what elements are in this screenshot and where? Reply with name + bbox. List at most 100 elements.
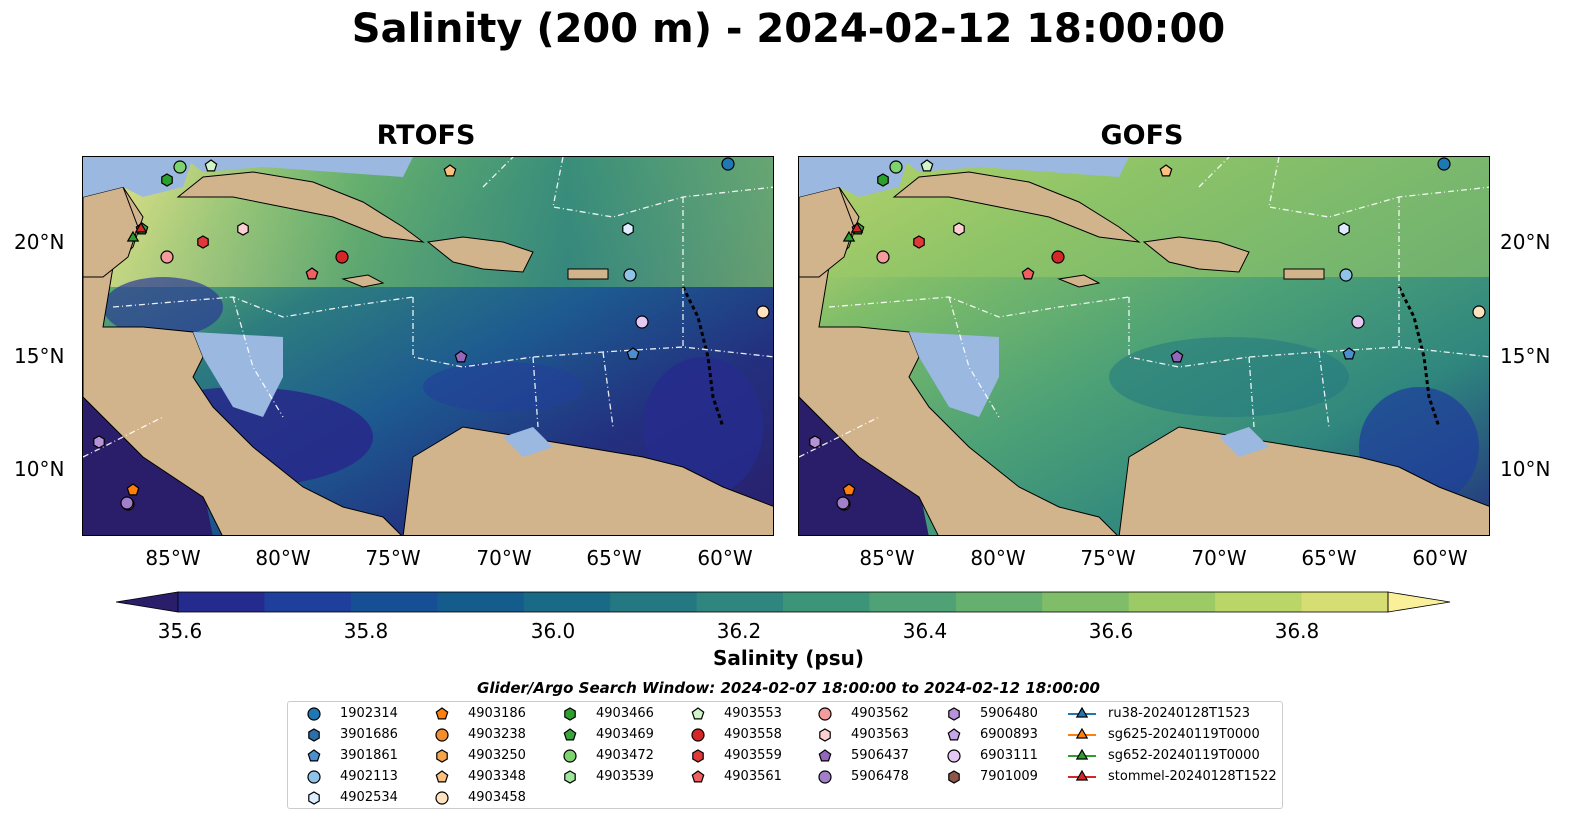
colorbar-tick-36.8: 36.8 [1274,619,1320,643]
float-marker-4903348 [443,164,457,177]
float-marker-4903561 [1021,267,1035,280]
float-marker-4903558 [1051,250,1065,264]
float-marker-5906478 [836,496,850,510]
float-marker-4903563 [953,222,965,236]
lat-label-left-10: 10°N [14,457,65,481]
legend-marker-circle-icon [435,791,449,805]
lon-label-left-60: 60°W [697,546,753,570]
legend-label: sg652-20240119T0000 [1108,748,1260,763]
float-marker-1902314 [721,157,735,171]
legend-label: 4903238 [468,727,526,742]
legend-label: 4903563 [851,727,909,742]
colorbar-bin [1301,592,1389,612]
colorbar-bin [783,592,870,612]
float-marker-4903559 [913,235,925,249]
colorbar-bin [1215,592,1302,612]
colorbar-bin [350,592,438,612]
colorbar-extend-high [1387,591,1451,613]
colorbar-bin [264,592,352,612]
legend-label: 4903559 [724,748,782,763]
float-marker-4903186 [842,483,856,496]
float-marker-4902534 [622,222,634,236]
colorbar [116,591,1451,613]
legend-label: sg625-20240119T0000 [1108,727,1260,742]
float-marker-4903458 [1472,305,1486,319]
legend-label: 5906480 [980,706,1038,721]
legend-marker-triangle-icon [1068,727,1096,739]
legend-label: 1902314 [340,706,398,721]
legend-marker-circle-icon [563,749,577,763]
legend-marker-hexagon-icon [564,707,576,721]
float-marker-sg652-20240119T0000 [126,230,140,242]
float-marker-4903562 [876,250,890,264]
colorbar-bins [116,591,1451,613]
lon-label-right-80: 80°W [970,546,1026,570]
legend-marker-circle-icon [947,749,961,763]
legend-label: 4903458 [468,790,526,805]
float-marker-3901861 [1342,347,1356,360]
legend-marker-hexagon-icon [948,770,960,784]
legend-marker-hexagon-icon [436,749,448,763]
colorbar-bin [955,592,1043,612]
lon-label-right-85: 85°W [859,546,915,570]
lon-label-right-65: 65°W [1301,546,1357,570]
legend-label: 4902113 [340,769,398,784]
map-rtofs-svg [83,157,773,535]
float-marker-4902113 [623,268,637,282]
colorbar-bin [178,592,265,612]
float-marker-5906480 [93,435,105,449]
colorbar-bin [523,592,611,612]
float-marker-sg652-20240119T0000 [842,230,856,242]
float-marker-4903561 [305,267,319,280]
float-marker-5906480 [809,435,821,449]
colorbar-bin [869,592,957,612]
float-marker-6903111 [1351,315,1365,329]
legend-marker-pentagon-icon [691,707,705,720]
colorbar-tick-36.6: 36.6 [1088,619,1134,643]
legend-label: 4903539 [596,769,654,784]
float-marker-4903472 [889,160,903,174]
float-marker-6903111 [635,315,649,329]
colorbar-tick-35.8: 35.8 [343,619,389,643]
map-gofs[interactable] [798,156,1490,536]
lon-label-right-70: 70°W [1191,546,1247,570]
lon-label-left-75: 75°W [365,546,421,570]
float-marker-4903466 [877,173,889,187]
float-marker-4903472 [173,160,187,174]
legend-marker-circle-icon [691,728,705,742]
colorbar-bin [610,592,697,612]
legend-marker-hexagon-icon [948,707,960,721]
colorbar-bin [696,592,784,612]
legend-marker-pentagon-icon [307,749,321,762]
legend-label: 4903472 [596,748,654,763]
float-marker-4902113 [1339,268,1353,282]
map-gofs-markers [809,157,1486,511]
float-marker-4903458 [756,305,770,319]
legend-marker-circle-icon [435,728,449,742]
colorbar-bin [437,592,525,612]
legend-marker-pentagon-icon [435,770,449,783]
map-rtofs[interactable] [82,156,774,536]
legend-marker-pentagon-icon [947,728,961,741]
legend-marker-triangle-icon [1068,706,1096,718]
lon-label-left-80: 80°W [255,546,311,570]
float-marker-4903563 [237,222,249,236]
float-marker-stommel-20240128T1522 [850,221,864,233]
lon-label-right-75: 75°W [1080,546,1136,570]
legend-marker-hexagon-icon [308,728,320,742]
float-marker-4902534 [1338,222,1350,236]
legend-marker-circle-icon [307,707,321,721]
legend-marker-hexagon-icon [564,770,576,784]
legend-label: 4903558 [724,727,782,742]
lon-label-left-65: 65°W [586,546,642,570]
lat-label-right-10: 10°N [1500,457,1551,481]
figure-title: Salinity (200 m) - 2024-02-12 18:00:00 [351,6,1226,52]
colorbar-tick-36.4: 36.4 [902,619,948,643]
legend-marker-circle-icon [818,707,832,721]
colorbar-frame [177,591,1389,613]
legend-label: 4902534 [340,790,398,805]
colorbar-tick-35.6: 35.6 [157,619,203,643]
legend-marker-pentagon-icon [563,728,577,741]
colorbar-bin [1128,592,1216,612]
colorbar-tick-36.2: 36.2 [716,619,762,643]
